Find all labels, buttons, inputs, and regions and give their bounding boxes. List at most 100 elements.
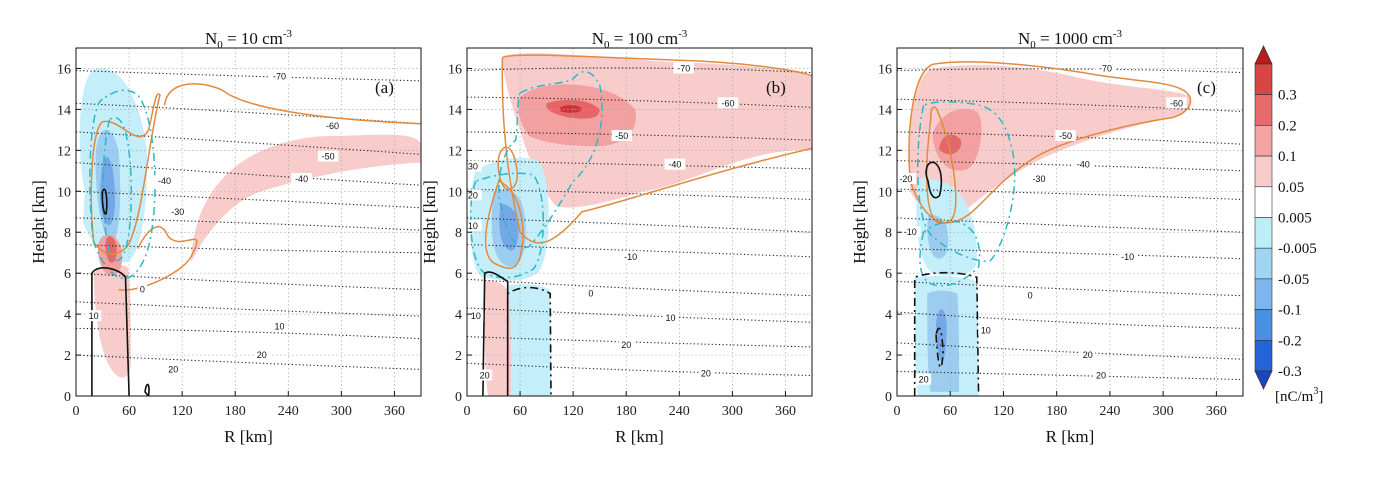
isotherm-label: 20: [1096, 371, 1106, 381]
contour-line: [501, 54, 812, 78]
temperature-isotherm: [897, 188, 1243, 201]
y-tick-label: 14: [878, 103, 892, 118]
contour-line: [101, 188, 108, 215]
temperature-isotherm: [76, 272, 421, 291]
temperature-isotherm: [467, 278, 812, 297]
y-axis-label: Height [km]: [420, 180, 439, 264]
colorbar-segment: [1254, 63, 1273, 96]
colorbar-level-label: -0.2: [1278, 333, 1302, 349]
isotherm-label: -10: [465, 221, 478, 231]
contour-line: [506, 286, 552, 396]
isotherm-label-bg: [698, 367, 714, 379]
isotherm-label-bg: [978, 324, 994, 336]
y-tick-label: 2: [455, 349, 462, 364]
x-tick-label: 120: [993, 404, 1014, 419]
isotherm-label: 10: [665, 313, 675, 323]
x-tick-label: 300: [331, 404, 352, 419]
temperature-isotherm: [467, 188, 812, 201]
isotherm-label-bg: [717, 97, 739, 109]
contour-line: [917, 101, 1016, 262]
isotherm-label-bg: [1028, 173, 1050, 185]
temperature-isotherm: [76, 162, 421, 186]
y-tick-label: 10: [448, 185, 462, 200]
contour-line: [919, 220, 981, 287]
isotherm-label: -70: [1099, 63, 1112, 73]
temperature-isotherm: [467, 336, 812, 348]
isotherm-label: 10: [89, 311, 99, 321]
isotherm-label-bg: [611, 130, 633, 142]
y-tick-label: 10: [878, 185, 892, 200]
isotherm-label: -30: [171, 207, 184, 217]
contour-line: [935, 327, 944, 369]
temperature-isotherm: [897, 217, 1243, 233]
x-tick-label: 60: [122, 404, 136, 419]
plot-area: -70 -60 -50 -40 -30 -20 -10 -10 0 10 10 20 20 20: [465, 48, 812, 396]
y-tick-label: 2: [885, 349, 892, 364]
contour-line: [102, 116, 132, 262]
isotherm-label-bg: [477, 369, 493, 381]
contour-line: [908, 61, 1192, 224]
colorbar-segment: [1254, 278, 1273, 310]
isotherm-label: -60: [326, 121, 339, 131]
charge-density-region: [927, 215, 949, 259]
contour-line: [89, 89, 156, 280]
isotherm-label: -40: [1077, 160, 1090, 170]
charge-density-region: [499, 203, 519, 251]
contour-line: [497, 146, 518, 191]
isotherm-label-bg: [1080, 349, 1096, 361]
contour-line: [90, 93, 161, 256]
isotherm-label-bg: [467, 160, 482, 172]
charge-density-region: [484, 280, 512, 396]
y-tick-label: 12: [878, 144, 892, 159]
isotherm-label-bg: [167, 205, 188, 217]
panel-title: N0 = 1000 cm-3: [1018, 28, 1123, 51]
isotherm-label: -60: [1170, 98, 1183, 108]
plot-frame: [75, 47, 422, 397]
x-tick-label: 300: [722, 404, 743, 419]
x-axis-label: R [km]: [615, 427, 664, 446]
x-tick-label: 240: [1099, 404, 1120, 419]
temperature-isotherm: [467, 362, 812, 377]
isotherm-label: 0: [588, 289, 593, 299]
isotherm-label: 0: [140, 285, 145, 295]
isotherm-label: 10: [274, 321, 284, 331]
isotherm-label-bg: [467, 189, 482, 201]
plot-frame: [466, 47, 813, 397]
isotherm-label-bg: [317, 150, 339, 162]
temperature-isotherm: [897, 280, 1243, 297]
isotherm-label-bg: [467, 220, 482, 232]
charge-density-region: [93, 264, 131, 378]
y-axis-label: Height [km]: [850, 180, 869, 264]
isotherm-label: 0: [1028, 291, 1033, 301]
charge-density-region: [909, 65, 1191, 217]
colorbar-level-label: -0.3: [1278, 364, 1302, 380]
temperature-isotherm: [897, 370, 1243, 381]
isotherm-label: -40: [158, 176, 171, 186]
y-tick-label: 6: [455, 267, 462, 282]
y-tick-label: 0: [455, 390, 462, 405]
x-tick-label: 60: [513, 404, 527, 419]
colorbar: 0.3 0.2 0.1 0.05 0.005 -0.005 -0.05 -0.1 -0.2 -0.…: [1254, 45, 1323, 405]
temperature-isotherm: [467, 96, 812, 108]
isotherm-label-bg: [1095, 62, 1116, 74]
y-tick-label: 8: [885, 226, 892, 241]
isotherm-label: 10: [981, 325, 991, 335]
isotherm-label-bg: [620, 250, 641, 262]
x-tick-label: 180: [1046, 404, 1067, 419]
x-tick-label: 60: [943, 404, 957, 419]
y-tick-label: 8: [64, 226, 71, 241]
y-tick-label: 0: [64, 390, 71, 405]
contour-line: [469, 172, 544, 279]
isotherm-label-bg: [673, 62, 694, 74]
colorbar-segment: [1254, 339, 1273, 372]
isotherm-label: -10: [904, 227, 917, 237]
contour-line: [482, 271, 509, 396]
isotherm-label-bg: [468, 310, 484, 322]
isotherm-label-bg: [662, 312, 678, 324]
plot-area: -70 -60 -50 -40 -40 -30 0 10 10 20 20: [76, 48, 421, 396]
isotherm-label-bg: [586, 287, 596, 299]
x-tick-label: 0: [464, 404, 471, 419]
y-tick-label: 16: [878, 62, 892, 77]
isotherm-label-bg: [1025, 289, 1035, 301]
temperature-isotherm: [467, 307, 812, 323]
